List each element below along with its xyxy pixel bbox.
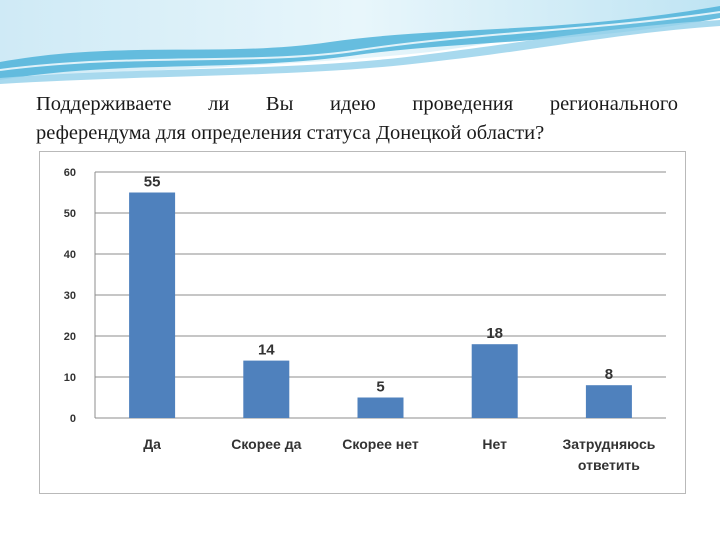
banner-wave-white (0, 11, 720, 71)
banner-wave-dark (0, 6, 720, 80)
x-tick-label: Скорее нет (342, 436, 419, 452)
y-tick-label: 10 (64, 372, 76, 384)
y-tick-label: 20 (64, 331, 76, 343)
data-label: 18 (486, 325, 503, 342)
x-tick-label-line: Да (143, 436, 161, 452)
data-label: 55 (144, 174, 161, 191)
question-text: Поддерживаете ли Вы идею проведения реги… (36, 90, 678, 148)
header-banner (0, 0, 720, 84)
x-tick-label-line: ответить (578, 457, 640, 473)
x-tick-label-line: Скорее да (231, 436, 301, 452)
y-tick-label: 50 (64, 208, 76, 220)
x-tick-label: Да (143, 436, 161, 452)
x-tick-label-line: Скорее нет (342, 436, 419, 452)
bar (243, 360, 290, 418)
banner-wave-light (0, 20, 720, 84)
chart-frame: 0 10 20 30 40 50 60 55 Да 14 Скорее да 5 Скорее нет 1… (39, 151, 686, 494)
bar-chart: 0 10 20 30 40 50 60 55 Да 14 Скорее да 5 Скорее нет 1… (64, 167, 666, 473)
data-label: 8 (605, 366, 613, 383)
x-tick-label: Затрудняюсь ответить (562, 436, 655, 473)
x-tick-label-line: Затрудняюсь (562, 436, 655, 452)
x-tick-label: Скорее да (231, 436, 301, 452)
x-tick-label-line: Нет (482, 436, 507, 452)
x-tick-label: Нет (482, 436, 507, 452)
data-label: 14 (258, 342, 275, 359)
y-tick-label: 0 (70, 413, 76, 425)
y-tick-label: 40 (64, 249, 76, 261)
y-tick-label: 60 (64, 167, 76, 179)
question-line-2: референдума для определения статуса Доне… (36, 122, 545, 144)
bar (471, 344, 518, 418)
y-tick-label: 30 (64, 290, 76, 302)
data-label: 5 (376, 379, 384, 396)
question-line-1: Поддерживаете ли Вы идею проведения реги… (36, 93, 678, 115)
bar (585, 385, 632, 418)
bar (129, 192, 176, 418)
bar (357, 397, 404, 418)
